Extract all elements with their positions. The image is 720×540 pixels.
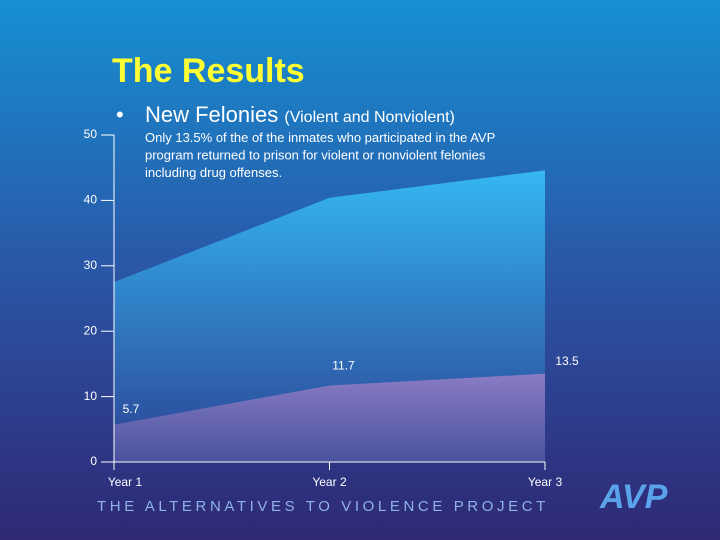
footer: THE ALTERNATIVES TO VIOLENCE PROJECT [97, 498, 549, 515]
body-line: Only 13.5% of the of the inmates who par… [145, 130, 495, 145]
y-tick-label: 20 [84, 323, 98, 337]
data-label: 11.7 [332, 359, 355, 373]
bullet: • [116, 102, 124, 127]
y-tick-label: 10 [84, 389, 98, 403]
y-tick-label: 30 [84, 258, 98, 272]
body-line: program returned to prison for violent o… [145, 148, 486, 163]
y-tick-label: 50 [84, 127, 98, 141]
body-line: including drug offenses. [145, 165, 282, 180]
y-tick-label: 0 [90, 454, 97, 468]
data-label: 13.5 [555, 354, 579, 368]
x-tick-label: Year 1 [108, 475, 143, 489]
bullet-heading: New Felonies (Violent and Nonviolent) [145, 102, 455, 127]
body-text: Only 13.5% of the of the inmates who par… [145, 130, 495, 180]
x-tick-label: Year 3 [528, 475, 563, 489]
chart: 5.7 11.7 13.5 0 10 20 30 40 50 Year 1 Year 2 Year 3 [84, 127, 579, 489]
logo: AVP [599, 478, 668, 516]
slide-title: The Results [112, 52, 305, 90]
y-tick-label: 40 [84, 193, 98, 207]
area [114, 373, 545, 462]
x-tick-label: Year 2 [312, 475, 347, 489]
data-label: 5.7 [123, 402, 140, 416]
heading: New Felonies [145, 102, 278, 127]
heading-note: (Violent and Nonviolent) [284, 109, 454, 126]
